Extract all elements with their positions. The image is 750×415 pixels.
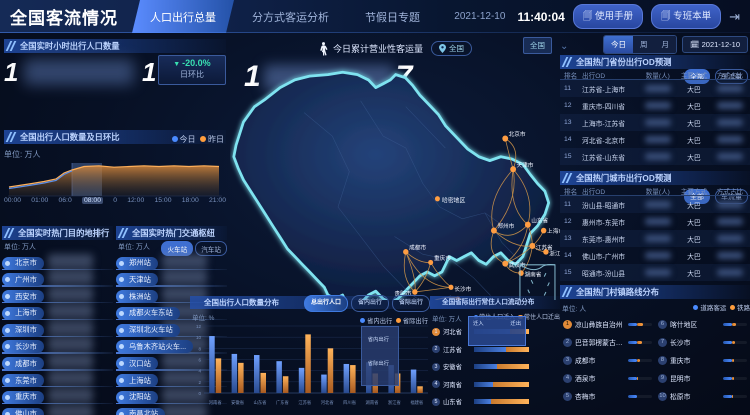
svg-text:天津市: 天津市 [517, 161, 534, 169]
svg-text:四川省: 四川省 [343, 399, 357, 406]
svg-text:成都市: 成都市 [409, 243, 426, 251]
svg-text:山东省: 山东省 [254, 399, 268, 406]
svg-text:安徽省: 安徽省 [231, 399, 245, 406]
svg-text:4: 4 [198, 369, 201, 374]
svg-text:上海市: 上海市 [547, 227, 560, 235]
svg-text:郑州市: 郑州市 [497, 222, 514, 230]
svg-text:6: 6 [198, 358, 201, 363]
svg-text:福建省: 福建省 [410, 399, 424, 406]
svg-text:河南省: 河南省 [209, 399, 223, 406]
svg-text:2: 2 [198, 380, 201, 385]
svg-text:长沙市: 长沙市 [454, 285, 471, 293]
svg-text:湖南省: 湖南省 [524, 270, 541, 278]
svg-text:河北省: 河北省 [321, 399, 335, 406]
svg-text:北京市: 北京市 [509, 130, 526, 138]
svg-text:湖南省: 湖南省 [366, 399, 380, 406]
svg-text:重庆市: 重庆市 [434, 254, 451, 262]
svg-text:哈密地区: 哈密地区 [442, 196, 465, 204]
svg-text:广东省: 广东省 [276, 399, 290, 406]
svg-text:山东省: 山东省 [531, 216, 548, 224]
svg-text:浙江省: 浙江省 [549, 249, 560, 257]
svg-text:8: 8 [198, 346, 201, 351]
svg-text:10: 10 [196, 335, 202, 340]
svg-text:0: 0 [198, 391, 201, 396]
svg-text:江苏省: 江苏省 [298, 399, 312, 406]
svg-text:12: 12 [196, 324, 202, 329]
svg-text:浙江省: 浙江省 [388, 399, 402, 406]
